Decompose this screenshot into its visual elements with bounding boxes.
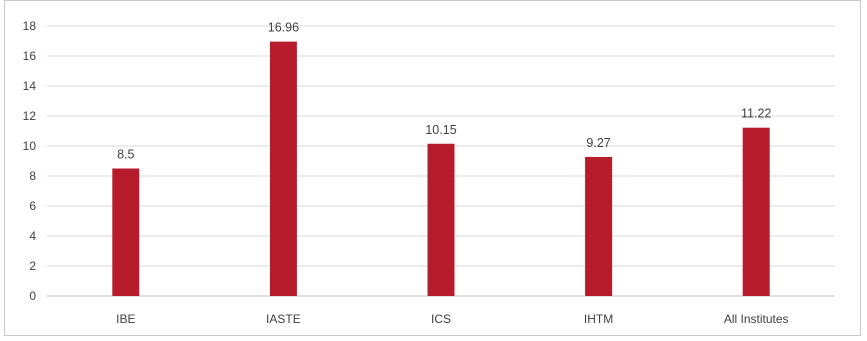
x-tick-label: All Institutes xyxy=(724,312,789,326)
data-label: 16.96 xyxy=(268,21,299,35)
x-tick-label: IHTM xyxy=(584,312,613,326)
y-tick-label: 16 xyxy=(23,49,37,63)
x-tick-label: IASTE xyxy=(266,312,301,326)
gridlines xyxy=(47,25,835,297)
y-tick-label: 14 xyxy=(23,79,37,93)
x-axis-ticks: IBE IASTE ICS IHTM All Institutes xyxy=(116,312,788,326)
y-tick-label: 4 xyxy=(29,229,36,243)
bar-all-institutes xyxy=(742,127,770,296)
y-axis-ticks: 0 2 4 6 8 10 12 14 16 18 xyxy=(23,19,37,303)
data-label: 9.27 xyxy=(586,136,610,150)
bar-ibe xyxy=(112,168,140,296)
y-tick-label: 8 xyxy=(29,169,36,183)
x-tick-label: IBE xyxy=(116,312,135,326)
y-tick-label: 18 xyxy=(23,19,37,33)
bars xyxy=(112,41,770,296)
y-tick-label: 2 xyxy=(29,259,36,273)
y-tick-label: 6 xyxy=(29,199,36,213)
bar-iaste xyxy=(269,41,297,296)
y-tick-label: 0 xyxy=(29,289,36,303)
data-label: 11.22 xyxy=(741,107,771,121)
x-tick-label: ICS xyxy=(431,312,451,326)
y-tick-label: 10 xyxy=(23,139,37,153)
bar-ihtm xyxy=(585,156,613,296)
data-label: 10.15 xyxy=(425,123,456,137)
bar-ics xyxy=(427,143,455,296)
data-label: 8.5 xyxy=(117,148,134,162)
y-tick-label: 12 xyxy=(23,109,37,123)
data-labels: 8.5 16.96 10.15 9.27 11.22 xyxy=(117,21,771,162)
